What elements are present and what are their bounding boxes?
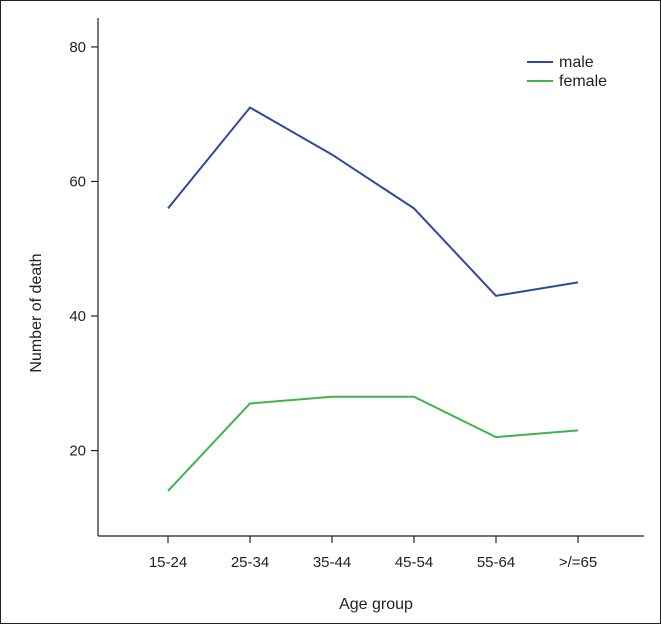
x-ticks: 15-24 25-34 35-44 45-54 55-64 >/=65: [149, 536, 597, 571]
legend-label-female: female: [559, 73, 607, 90]
y-tick-label: 60: [69, 173, 86, 190]
x-tick-label: 35-44: [313, 554, 351, 571]
axes: [97, 18, 644, 537]
x-tick-label: 25-34: [231, 554, 269, 571]
series-lines: [167, 106, 579, 492]
y-tick-label: 80: [69, 39, 86, 56]
x-tick-label: 15-24: [149, 554, 187, 571]
y-ticks: 20 40 60 80: [69, 39, 98, 460]
x-axis-label: Age group: [339, 596, 413, 613]
x-tick-label: 55-64: [477, 554, 515, 571]
series-line-female: [167, 395, 579, 492]
y-tick-label: 40: [69, 308, 86, 325]
x-tick-label: >/=65: [559, 554, 597, 571]
y-tick-label: 20: [69, 443, 86, 460]
x-tick-label: 45-54: [395, 554, 433, 571]
legend-label-male: male: [559, 54, 594, 71]
legend: male female: [527, 54, 607, 90]
y-axis-label: Number of death: [28, 253, 45, 372]
series-line-male: [167, 106, 579, 297]
